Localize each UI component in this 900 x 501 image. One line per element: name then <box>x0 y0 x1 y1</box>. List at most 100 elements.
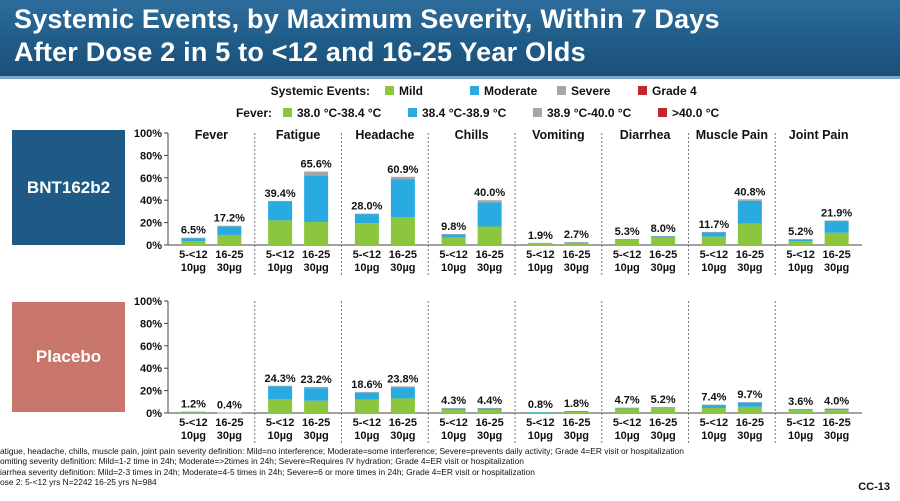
placebo-group-label-age: 16-25 <box>736 417 764 429</box>
bnt-bar-fatigue-older-moderate <box>304 175 329 223</box>
category-title-joint-pain: Joint Pain <box>789 128 849 142</box>
bnt-bar-vomiting-younger-mild <box>528 243 553 245</box>
placebo-group-label-age: 5-<12 <box>179 417 207 429</box>
placebo-bar-joint-pain-older-moderate <box>824 408 849 411</box>
placebo-bar-diarrhea-older-severe <box>651 407 676 408</box>
bnt-group-label-dose: 10µg <box>528 262 553 274</box>
legend-fever-swatch-4 <box>658 108 667 117</box>
placebo-data-label-headache-older: 23.8% <box>387 373 418 385</box>
placebo-bar-fatigue-younger-moderate <box>268 386 293 399</box>
legend-swatch-severe <box>557 86 566 95</box>
bnt-group-label-dose: 30µg <box>564 262 589 274</box>
category-title-muscle-pain: Muscle Pain <box>696 128 768 142</box>
bnt-group-label-dose: 30µg <box>737 262 762 274</box>
bnt-bar-joint-pain-older-mild <box>824 232 849 245</box>
legend-swatch-mild <box>385 86 394 95</box>
placebo-group-label-age: 16-25 <box>389 417 417 429</box>
legend-fever-swatch-1 <box>283 108 292 117</box>
bnt-bar-chills-younger-severe <box>441 234 466 235</box>
bnt-bar-chills-older-mild <box>477 226 502 245</box>
bnt-bar-fever-older-severe <box>217 225 242 227</box>
arm-label-bnt162b2: BNT162b2 <box>12 130 125 245</box>
placebo-data-label-vomiting-older: 1.8% <box>564 398 589 410</box>
bnt-bar-fever-younger-moderate <box>181 238 206 242</box>
placebo-y-tick-label: 80% <box>140 318 162 330</box>
category-title-fever: Fever <box>195 128 228 142</box>
bnt-y-tick-label: 60% <box>140 173 162 185</box>
placebo-y-tick-label: 100% <box>134 296 162 308</box>
placebo-bar-diarrhea-younger-mild <box>615 408 640 413</box>
placebo-group-label-dose: 10µg <box>181 430 206 442</box>
placebo-group-label-age: 16-25 <box>476 417 504 429</box>
placebo-group-label-age: 5-<12 <box>439 417 467 429</box>
bnt-bar-headache-younger-moderate <box>354 213 379 224</box>
bnt-group-label-dose: 10µg <box>267 262 292 274</box>
placebo-group-label-age: 16-25 <box>823 417 851 429</box>
placebo-y-tick-label: 0% <box>146 408 162 420</box>
bnt-group-label-age: 5-<12 <box>786 249 814 261</box>
placebo-bar-headache-younger-mild <box>354 399 379 413</box>
placebo-bar-fatigue-older-moderate <box>304 388 329 401</box>
placebo-bar-muscle-pain-older-severe <box>737 402 762 403</box>
bnt-bar-headache-younger-severe <box>354 213 379 215</box>
footnotes: atigue, headache, chills, muscle pain, j… <box>0 446 840 487</box>
footnote-dose-sample-size: ose 2: 5-<12 yrs N=2242 16-25 yrs N=984 <box>0 476 157 487</box>
placebo-bar-headache-younger-severe <box>354 392 379 393</box>
legend-swatch-grade-4 <box>638 86 647 95</box>
placebo-bar-fever-younger-severe <box>181 411 206 413</box>
placebo-bar-headache-older-severe <box>390 386 415 388</box>
bnt-bar-fatigue-older-severe <box>304 171 329 176</box>
bnt-data-label-fatigue-older: 65.6% <box>301 159 332 171</box>
bnt-group-label-dose: 10µg <box>354 262 379 274</box>
placebo-data-label-fatigue-older: 23.2% <box>301 374 332 386</box>
placebo-group-label-age: 5-<12 <box>266 417 294 429</box>
placebo-data-label-chills-younger: 4.3% <box>441 395 466 407</box>
legend-fever-label-3: 38.9 °C-40.0 °C <box>547 106 632 120</box>
placebo-bar-muscle-pain-younger-severe <box>701 404 726 406</box>
legend-swatch-moderate <box>470 86 479 95</box>
bnt-bar-joint-pain-older-moderate <box>824 221 849 233</box>
bnt-group-label-age: 16-25 <box>823 249 851 261</box>
placebo-data-label-fever-older: 0.4% <box>217 400 242 412</box>
placebo-data-label-fever-younger: 1.2% <box>181 399 206 411</box>
placebo-bar-fatigue-older-mild <box>304 400 329 413</box>
bnt-bar-muscle-pain-younger-severe <box>701 231 726 233</box>
placebo-bar-diarrhea-older-mild <box>651 408 676 413</box>
legend-label-grade-4: Grade 4 <box>652 84 697 98</box>
bnt-bar-chills-older-moderate <box>477 202 502 227</box>
bnt-bar-fever-younger-mild <box>181 241 206 245</box>
bnt-bar-muscle-pain-older-moderate <box>737 200 762 224</box>
bnt-bar-vomiting-older-severe <box>564 241 589 243</box>
bnt-bar-muscle-pain-older-severe <box>737 199 762 201</box>
placebo-bar-fatigue-younger-severe <box>268 385 293 387</box>
placebo-group-label-dose: 30µg <box>824 430 849 442</box>
placebo-bar-joint-pain-younger-severe <box>788 408 813 410</box>
legend-label-severe: Severe <box>571 84 611 98</box>
title-banner: Systemic Events, by Maximum Severity, Wi… <box>0 0 900 79</box>
placebo-bar-fatigue-younger-mild <box>268 399 293 413</box>
placebo-group-label-dose: 30µg <box>303 430 328 442</box>
bnt-group-label-dose: 10µg <box>181 262 206 274</box>
bnt-data-label-chills-older: 40.0% <box>474 187 505 199</box>
bnt-bar-muscle-pain-younger-moderate <box>701 232 726 237</box>
bnt-group-label-dose: 30µg <box>390 262 415 274</box>
bnt-bar-fatigue-younger-mild <box>268 220 293 245</box>
bnt-group-label-age: 5-<12 <box>526 249 554 261</box>
bnt-data-label-headache-younger: 28.0% <box>351 201 382 213</box>
bnt-group-label-age: 16-25 <box>649 249 677 261</box>
bnt-group-label-age: 16-25 <box>389 249 417 261</box>
bnt-bar-joint-pain-younger-severe <box>788 239 813 240</box>
placebo-data-label-joint-pain-older: 4.0% <box>824 396 849 408</box>
bnt-y-tick-label: 40% <box>140 195 162 207</box>
legend-label-moderate: Moderate <box>484 84 538 98</box>
placebo-group-label-dose: 10µg <box>267 430 292 442</box>
category-title-vomiting: Vomiting <box>532 128 585 142</box>
placebo-bar-fever-younger-mild <box>181 412 206 413</box>
placebo-bar-fever-older-severe <box>217 412 242 414</box>
bnt-bar-chills-younger-mild <box>441 237 466 245</box>
slide-number: CC-13 <box>858 481 890 493</box>
bnt-group-label-age: 5-<12 <box>179 249 207 261</box>
placebo-bar-chills-older-moderate <box>477 408 502 410</box>
placebo-data-label-fatigue-younger: 24.3% <box>265 373 296 385</box>
placebo-bar-muscle-pain-younger-moderate <box>701 404 726 408</box>
